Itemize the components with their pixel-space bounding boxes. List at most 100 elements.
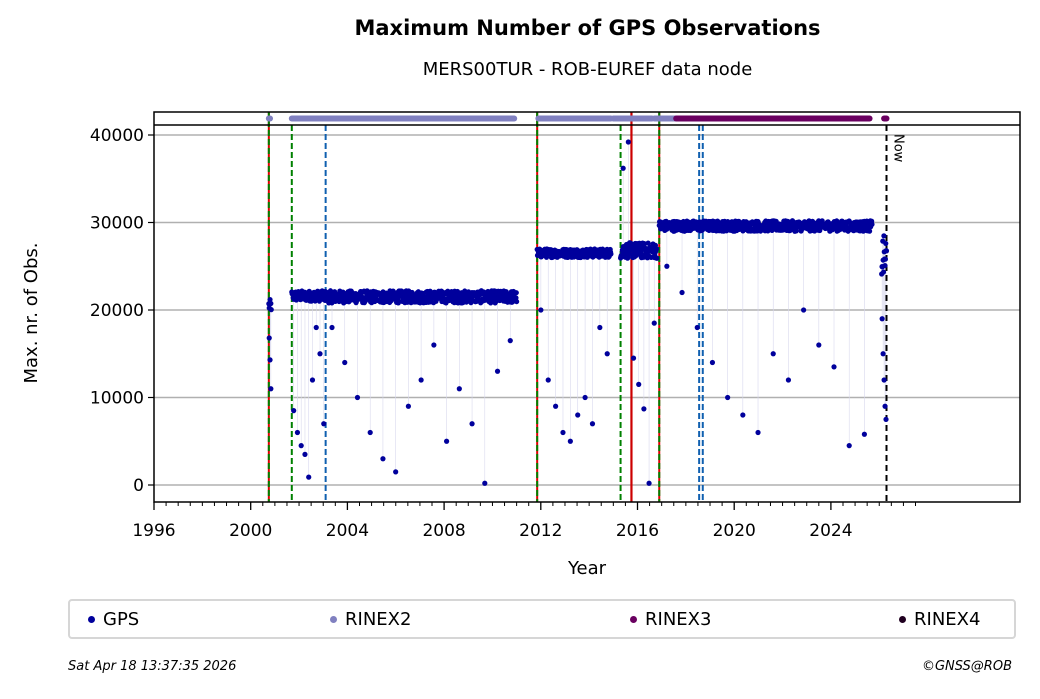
x-tick-label: 2020 xyxy=(713,521,756,541)
gps-point xyxy=(679,289,685,296)
gps-point xyxy=(881,377,887,383)
gps-point xyxy=(560,429,566,436)
gps-point xyxy=(725,394,731,401)
gps-point xyxy=(597,324,603,331)
gps-point xyxy=(740,412,746,418)
gps-point xyxy=(507,338,513,344)
gps-point xyxy=(882,256,888,262)
gps-point xyxy=(755,429,761,436)
gps-point xyxy=(313,324,319,331)
gps-point xyxy=(267,296,273,303)
gps-point xyxy=(608,251,614,257)
gps-point xyxy=(882,403,888,409)
gps-point xyxy=(294,429,301,436)
y-tick-label: 40000 xyxy=(90,126,144,146)
data-connector-lines xyxy=(268,142,887,484)
gps-point xyxy=(589,421,596,427)
gps-point xyxy=(641,240,647,247)
gps-point xyxy=(482,480,488,486)
gps-point xyxy=(626,251,632,258)
gps-point xyxy=(653,246,660,252)
timestamp: Sat Apr 18 13:37:35 2026 xyxy=(68,659,237,674)
gps-point xyxy=(342,359,348,366)
gps-point xyxy=(879,316,885,322)
gps-point xyxy=(654,255,660,261)
rinex4-marker-icon xyxy=(899,616,906,623)
gps-point xyxy=(443,438,450,444)
gps-point xyxy=(469,421,475,427)
gps-point xyxy=(367,429,373,436)
gps-point xyxy=(883,248,890,254)
gps-point xyxy=(801,307,807,313)
gps-point xyxy=(514,298,520,305)
x-tick-label: 2008 xyxy=(422,521,465,541)
chart-title: Maximum Number of GPS Observations xyxy=(354,16,821,40)
gps-point xyxy=(646,480,652,486)
y-tick-label: 30000 xyxy=(90,214,144,234)
gps-point xyxy=(785,377,792,383)
gps-point xyxy=(883,416,889,422)
gps-point xyxy=(396,299,402,305)
gps-point xyxy=(268,307,274,313)
gps-point xyxy=(866,228,873,234)
gps-point xyxy=(620,165,626,171)
gps-point xyxy=(298,443,304,449)
gps-point xyxy=(456,386,462,392)
gps-point xyxy=(545,377,551,383)
now-label: Now xyxy=(891,134,906,163)
gps-point xyxy=(567,438,573,444)
gps-point xyxy=(553,403,559,409)
x-tick-label: 2024 xyxy=(809,521,852,541)
gps-point xyxy=(393,469,399,475)
gps-point xyxy=(831,364,837,370)
x-tick-label: 2000 xyxy=(229,521,272,541)
gps-point xyxy=(317,351,323,357)
gps-point xyxy=(636,381,642,387)
gps-point xyxy=(354,394,361,401)
gps-point xyxy=(266,335,272,341)
gps-point xyxy=(883,240,889,247)
gps-point xyxy=(268,386,274,392)
gps-point xyxy=(861,431,867,437)
gps-point xyxy=(846,443,852,449)
x-tick-label: 1996 xyxy=(132,521,175,541)
gps-point xyxy=(816,342,822,348)
legend-item-gps: GPS xyxy=(88,609,139,630)
gps-point xyxy=(645,240,651,246)
x-tick-label: 2016 xyxy=(616,521,659,541)
legend-item-rinex4: RINEX4 xyxy=(899,609,980,630)
legend-label: RINEX2 xyxy=(345,609,412,630)
gps-point xyxy=(709,359,716,366)
gps-point xyxy=(575,412,581,418)
gps-point xyxy=(630,355,637,361)
gps-point xyxy=(869,221,875,227)
y-tick-label: 20000 xyxy=(90,301,144,321)
legend-item-rinex2: RINEX2 xyxy=(330,609,411,630)
gps-point xyxy=(268,300,274,307)
x-tick-label: 2004 xyxy=(326,521,369,541)
gps-point xyxy=(309,377,316,383)
gps-point xyxy=(641,406,647,412)
gps-point xyxy=(418,377,424,383)
chart-subtitle: MERS00TUR - ROB-EUREF data node xyxy=(422,59,753,80)
gps-point xyxy=(431,342,437,348)
plot-frame xyxy=(153,111,1021,503)
y-axis: 0 10000 20000 30000 40000 xyxy=(90,126,154,496)
x-tick-label: 2012 xyxy=(519,521,562,541)
y-tick-label: 0 xyxy=(133,476,144,496)
gps-points xyxy=(266,139,890,486)
legend-label: RINEX4 xyxy=(914,609,981,630)
gps-point xyxy=(405,403,412,409)
legend-item-rinex3: RINEX3 xyxy=(630,609,711,630)
gps-point xyxy=(302,451,308,457)
gps-point xyxy=(513,290,519,296)
rinex2-marker-icon xyxy=(330,616,337,623)
gps-point xyxy=(694,324,700,331)
legend-label: GPS xyxy=(103,609,140,630)
x-axis: 1996 2000 2004 2008 2012 2016 2020 2024 xyxy=(132,502,917,541)
gps-point xyxy=(880,351,886,357)
gps-point xyxy=(882,262,888,269)
gps-point xyxy=(494,368,501,374)
x-axis-label: Year xyxy=(567,558,607,579)
